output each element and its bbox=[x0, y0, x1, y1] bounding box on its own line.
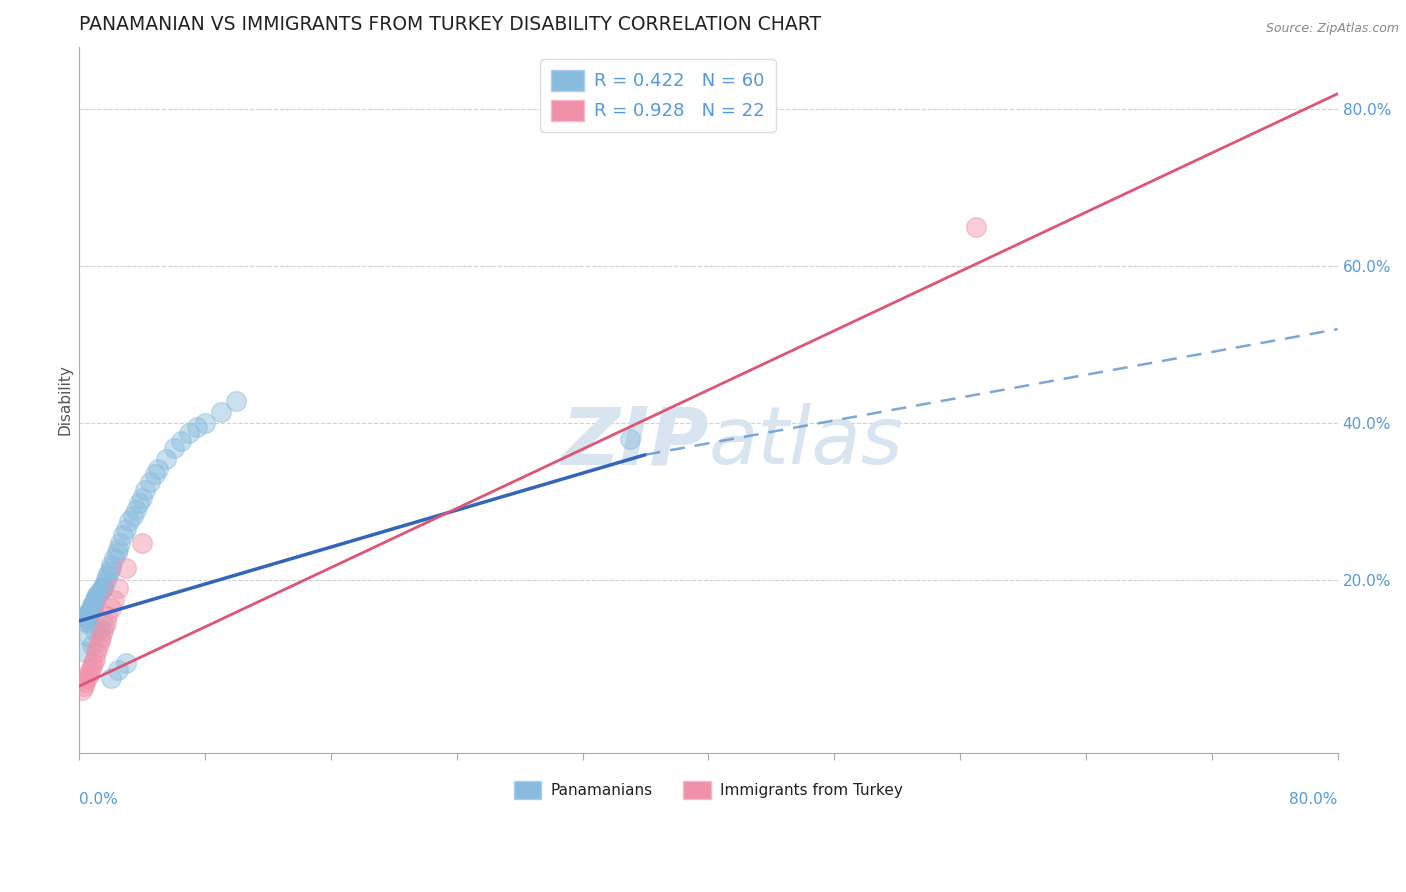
Point bbox=[76, 612, 98, 626]
Point bbox=[82, 597, 104, 611]
Point bbox=[162, 442, 184, 456]
Text: 80.0%: 80.0% bbox=[1289, 792, 1337, 806]
Point bbox=[87, 587, 110, 601]
Point bbox=[86, 589, 108, 603]
Point bbox=[179, 425, 201, 440]
Point bbox=[186, 420, 208, 434]
Point bbox=[134, 483, 156, 497]
Point bbox=[100, 600, 122, 615]
Point bbox=[75, 645, 97, 659]
Point bbox=[98, 566, 121, 580]
Point bbox=[170, 434, 193, 448]
Point bbox=[89, 585, 111, 599]
Point bbox=[96, 608, 118, 623]
Point bbox=[77, 667, 100, 681]
Point bbox=[72, 683, 94, 698]
Point bbox=[73, 679, 96, 693]
Point bbox=[100, 561, 122, 575]
Point bbox=[91, 581, 114, 595]
Point bbox=[131, 535, 153, 549]
Point bbox=[72, 608, 94, 623]
Point bbox=[75, 675, 97, 690]
Point bbox=[121, 508, 143, 523]
Point bbox=[107, 541, 129, 556]
Point bbox=[79, 603, 101, 617]
Point bbox=[100, 558, 122, 572]
Point bbox=[139, 475, 162, 490]
Point bbox=[75, 611, 97, 625]
Point bbox=[90, 582, 112, 597]
Point bbox=[118, 515, 141, 529]
Point bbox=[94, 573, 117, 587]
Point bbox=[91, 580, 114, 594]
Point bbox=[103, 551, 125, 566]
Point bbox=[80, 599, 103, 613]
Point bbox=[94, 616, 117, 631]
Point bbox=[107, 581, 129, 595]
Point bbox=[76, 671, 98, 685]
Point bbox=[80, 638, 103, 652]
Text: Source: ZipAtlas.com: Source: ZipAtlas.com bbox=[1265, 22, 1399, 36]
Point bbox=[83, 592, 105, 607]
Point bbox=[146, 462, 169, 476]
Point bbox=[90, 630, 112, 644]
Point bbox=[79, 664, 101, 678]
Point bbox=[100, 671, 122, 685]
Point bbox=[89, 622, 111, 636]
Point bbox=[194, 417, 217, 431]
Point bbox=[108, 535, 131, 549]
Point bbox=[80, 659, 103, 673]
Point bbox=[89, 634, 111, 648]
Point bbox=[83, 595, 105, 609]
Point bbox=[107, 664, 129, 678]
Point bbox=[105, 546, 128, 560]
Point bbox=[77, 630, 100, 644]
Point bbox=[115, 561, 138, 575]
Point bbox=[143, 467, 166, 482]
Point bbox=[115, 656, 138, 670]
Text: ZIP: ZIP bbox=[561, 403, 709, 481]
Point bbox=[82, 656, 104, 670]
Point bbox=[128, 496, 150, 510]
Point bbox=[93, 577, 115, 591]
Point bbox=[125, 502, 148, 516]
Point bbox=[76, 616, 98, 631]
Point bbox=[83, 651, 105, 665]
Point bbox=[225, 394, 247, 409]
Point bbox=[79, 605, 101, 619]
Point bbox=[131, 491, 153, 505]
Point bbox=[80, 600, 103, 615]
Y-axis label: Disability: Disability bbox=[58, 364, 72, 435]
Point bbox=[86, 645, 108, 659]
Point bbox=[73, 614, 96, 628]
Point bbox=[82, 600, 104, 615]
Point bbox=[77, 606, 100, 620]
Point bbox=[209, 404, 232, 418]
Point bbox=[103, 592, 125, 607]
Point bbox=[155, 451, 177, 466]
Text: PANAMANIAN VS IMMIGRANTS FROM TURKEY DISABILITY CORRELATION CHART: PANAMANIAN VS IMMIGRANTS FROM TURKEY DIS… bbox=[79, 15, 821, 34]
Point bbox=[87, 640, 110, 654]
Legend: Panamanians, Immigrants from Turkey: Panamanians, Immigrants from Turkey bbox=[508, 775, 908, 805]
Point bbox=[965, 220, 987, 235]
Text: atlas: atlas bbox=[709, 403, 903, 481]
Point bbox=[96, 569, 118, 583]
Point bbox=[115, 522, 138, 536]
Point bbox=[86, 591, 108, 605]
Point bbox=[619, 432, 641, 446]
Point bbox=[83, 624, 105, 639]
Point bbox=[91, 624, 114, 639]
Point bbox=[93, 619, 115, 633]
Text: 0.0%: 0.0% bbox=[79, 792, 118, 806]
Point bbox=[112, 527, 135, 541]
